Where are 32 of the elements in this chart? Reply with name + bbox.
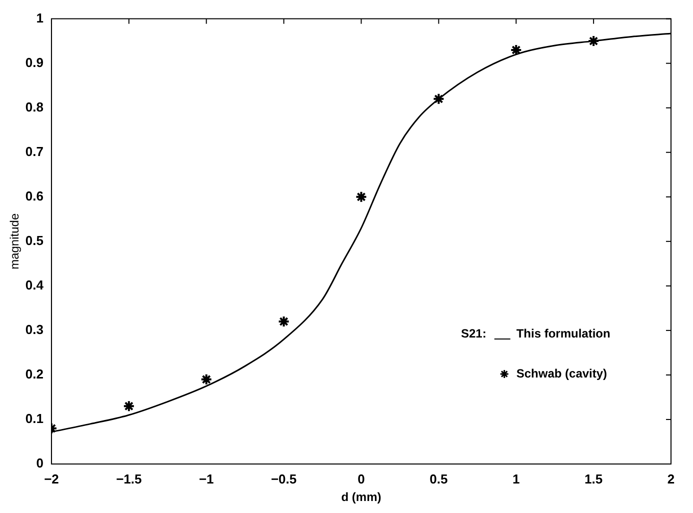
x-tick-label: −1.5: [116, 471, 142, 486]
x-tick-label: −0.5: [270, 471, 297, 486]
x-tick-label: 2: [667, 471, 675, 486]
x-tick-label: 1.5: [584, 471, 603, 486]
x-tick-label: 0: [358, 471, 365, 486]
y-axis-title: magnitude: [8, 213, 22, 270]
legend-label: Schwab (cavity): [516, 366, 608, 380]
y-tick-label: 0.1: [25, 411, 44, 426]
y-tick-label: 0.6: [25, 188, 44, 204]
y-tick-label: 0.8: [25, 99, 44, 114]
point: [200, 373, 212, 386]
legend-label: This formulation: [516, 326, 610, 340]
y-tick-label: 0.3: [25, 322, 44, 338]
x-tick-label: −2: [44, 471, 59, 486]
y-tick-label: 0.7: [25, 144, 44, 159]
y-tick-label: 0: [36, 456, 44, 471]
point: [122, 400, 135, 412]
legend-title: S21:: [461, 326, 486, 340]
y-tick-label: 0.5: [25, 232, 44, 248]
y-tick-label: 0.2: [25, 366, 44, 382]
point: [278, 316, 290, 328]
y-tick-label: 0.4: [25, 278, 44, 292]
point: [588, 35, 600, 48]
point: [432, 92, 445, 105]
point: [355, 190, 368, 203]
x-tick-label: 1: [512, 471, 520, 486]
x-axis-title: d (mm): [341, 490, 382, 504]
y-tick-label: 0.9: [25, 54, 44, 70]
point: [510, 44, 522, 56]
x-tick-label: −1: [198, 471, 214, 486]
y-tick-label: 1: [36, 10, 44, 26]
x-tick-label: 0.5: [430, 471, 448, 486]
